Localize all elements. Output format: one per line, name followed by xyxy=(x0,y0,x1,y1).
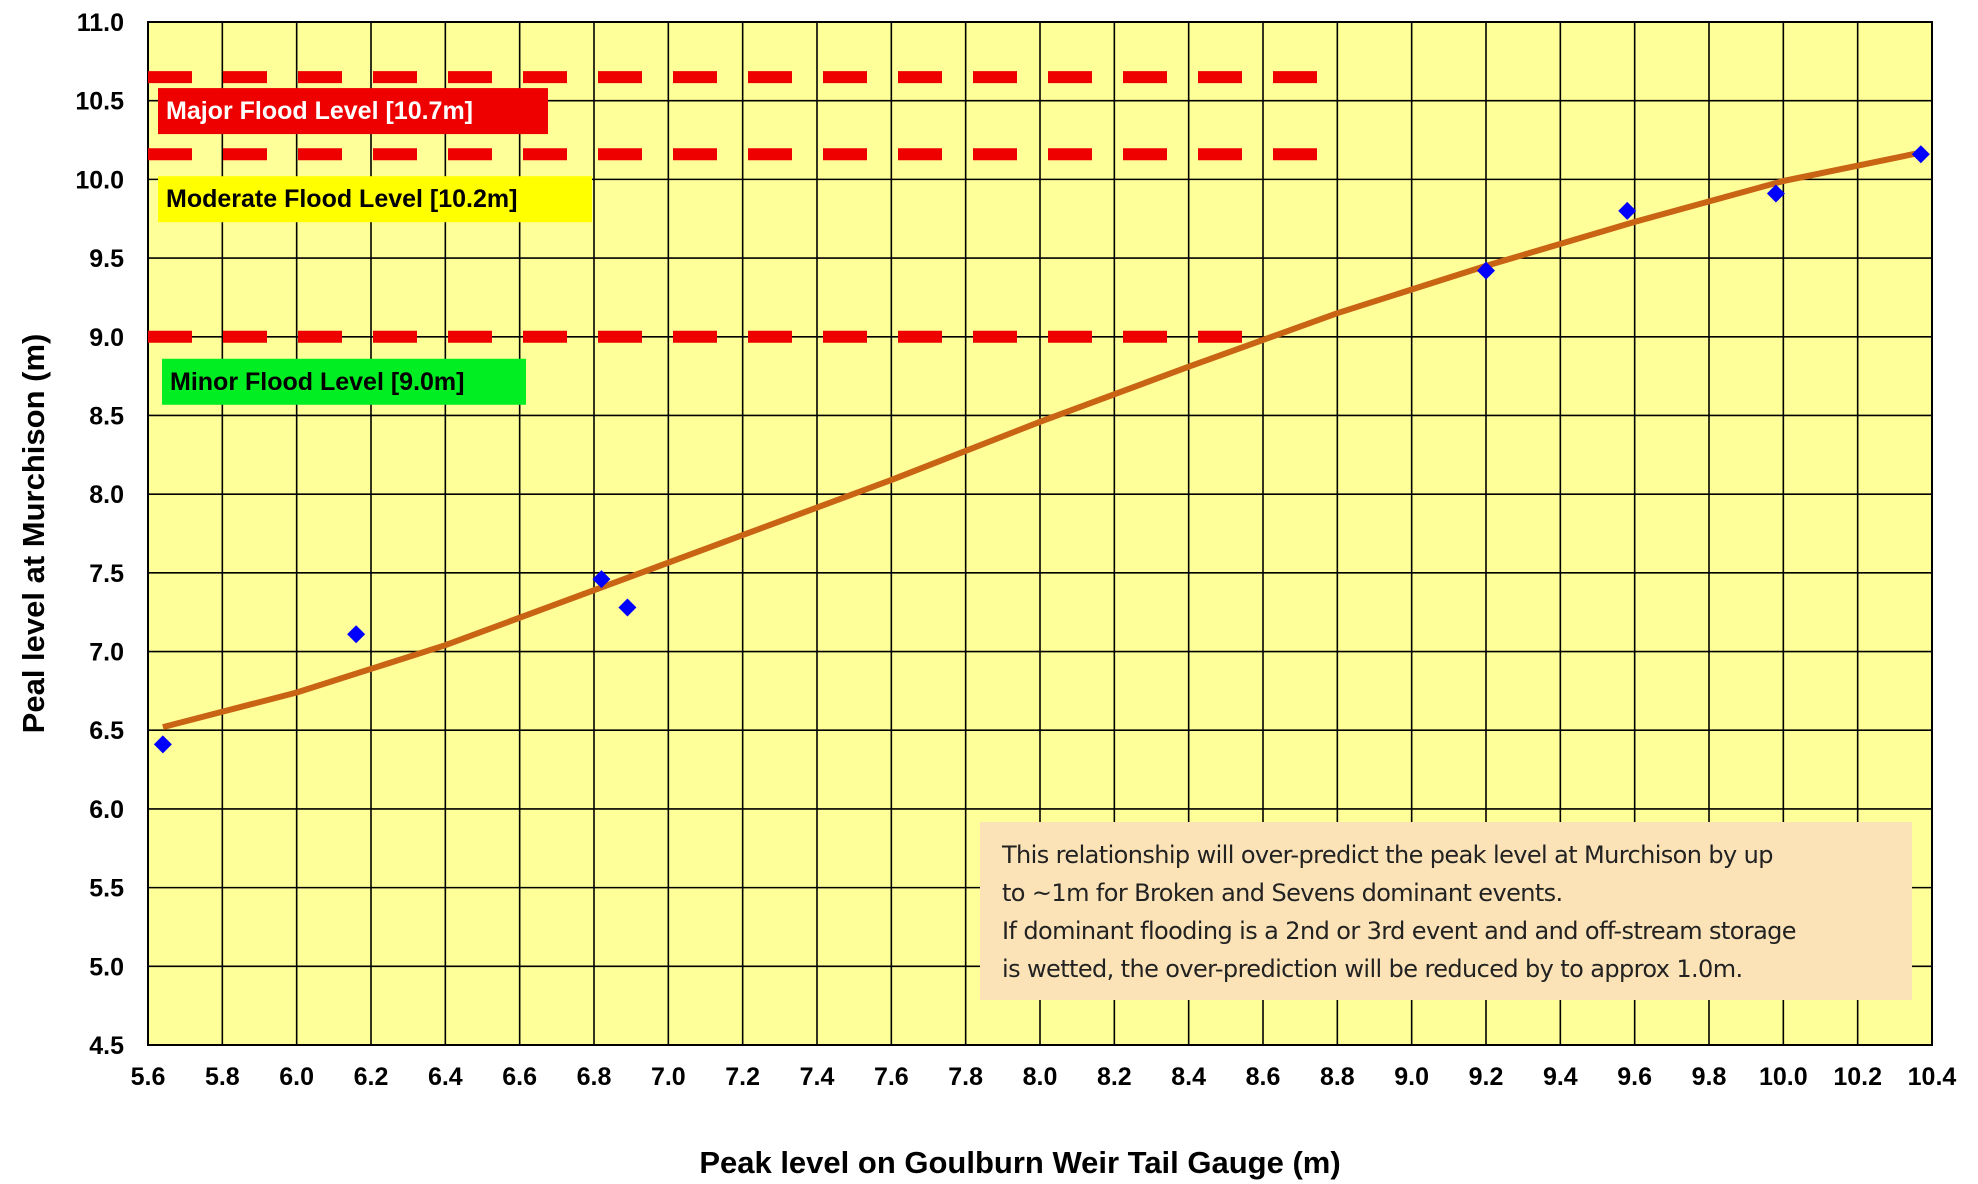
annotation-line: If dominant flooding is a 2nd or 3rd eve… xyxy=(1002,917,1797,945)
x-tick-label: 9.2 xyxy=(1469,1063,1504,1091)
y-tick-label: 8.0 xyxy=(89,481,124,509)
x-tick-label: 5.8 xyxy=(205,1063,240,1091)
x-axis-title: Peak level on Goulburn Weir Tail Gauge (… xyxy=(699,1145,1340,1180)
data-point xyxy=(1618,201,1637,220)
y-tick-label: 7.5 xyxy=(89,560,124,588)
y-tick-label: 9.0 xyxy=(89,324,124,352)
flood-level-label-box xyxy=(162,358,526,405)
data-point xyxy=(1766,184,1785,203)
flood-level-label-box xyxy=(158,88,548,135)
x-tick-label: 8.0 xyxy=(1023,1063,1058,1091)
data-point xyxy=(618,598,637,617)
flood-level-label-box xyxy=(158,176,592,223)
y-tick-label: 5.0 xyxy=(89,953,124,981)
trendline xyxy=(162,149,1922,731)
x-tick-label: 10.4 xyxy=(1908,1063,1957,1091)
flood-level-label: Major Flood Level [10.7m] xyxy=(166,97,473,125)
x-tick-label: 10.0 xyxy=(1759,1063,1808,1091)
x-tick-label: 7.2 xyxy=(725,1063,760,1091)
x-tick-label: 8.2 xyxy=(1097,1063,1132,1091)
flood-level-lines: Major Flood Level [10.7m] Moderate Flood … xyxy=(148,71,1330,405)
annotation-line: to ~1m for Broken and Sevens dominant ev… xyxy=(1002,879,1563,907)
x-tick-labels: 5.6 5.8 6.0 6.2 6.4 6.6 6.8 7.0 7.2 7.4 7.6 7.8 8.0 8… xyxy=(131,1063,1957,1091)
y-tick-label: 10.5 xyxy=(75,88,124,116)
y-tick-label: 4.5 xyxy=(89,1032,124,1060)
data-point xyxy=(1911,145,1930,164)
x-tick-label: 6.6 xyxy=(502,1063,537,1091)
x-tick-label: 5.6 xyxy=(131,1063,166,1091)
x-tick-label: 6.0 xyxy=(279,1063,314,1091)
annotation-note: This relationship will over-predict the … xyxy=(980,822,1912,1000)
x-tick-label: 8.4 xyxy=(1171,1063,1206,1091)
data-point xyxy=(347,625,366,644)
y-tick-label: 6.5 xyxy=(89,717,124,745)
y-tick-label: 9.5 xyxy=(89,245,124,273)
y-tick-label: 10.0 xyxy=(75,166,124,194)
y-tick-labels: 4.5 5.0 5.5 6.0 6.5 7.0 7.5 8.0 8.5 9.0 9.5 10.0 10.… xyxy=(75,9,124,1060)
y-tick-label: 6.0 xyxy=(89,796,124,824)
gridlines xyxy=(147,21,1933,1046)
y-tick-label: 11.0 xyxy=(77,9,124,37)
data-point xyxy=(153,735,172,754)
x-tick-label: 10.2 xyxy=(1833,1063,1882,1091)
trendline-group xyxy=(162,149,1922,731)
y-axis-title: Peal level at Murchison (m) xyxy=(16,334,51,734)
y-tick-label: 5.5 xyxy=(89,875,124,903)
data-point xyxy=(1477,261,1495,280)
x-tick-label: 6.2 xyxy=(354,1063,389,1091)
x-tick-label: 8.8 xyxy=(1320,1063,1355,1091)
annotation-line: is wetted, the over-prediction will be r… xyxy=(1002,955,1743,983)
x-tick-label: 7.6 xyxy=(874,1063,909,1091)
flood-level-label: Minor Flood Level [9.0m] xyxy=(170,368,464,396)
x-tick-label: 7.0 xyxy=(651,1063,686,1091)
annotation-line: This relationship will over-predict the … xyxy=(1002,841,1774,869)
x-tick-label: 6.4 xyxy=(428,1063,463,1091)
x-tick-label: 9.6 xyxy=(1617,1063,1652,1091)
data-point xyxy=(592,570,611,589)
x-tick-label: 6.8 xyxy=(577,1063,612,1091)
y-tick-label: 8.5 xyxy=(89,402,124,430)
flood-level-label: Moderate Flood Level [10.2m] xyxy=(166,185,517,213)
x-tick-label: 9.4 xyxy=(1543,1063,1578,1091)
x-tick-label: 9.8 xyxy=(1692,1063,1727,1091)
data-points xyxy=(153,145,1930,754)
x-tick-label: 7.4 xyxy=(800,1063,835,1091)
x-tick-label: 8.6 xyxy=(1246,1063,1281,1091)
x-tick-label: 7.8 xyxy=(948,1063,983,1091)
x-tick-label: 9.0 xyxy=(1394,1063,1429,1091)
y-tick-label: 7.0 xyxy=(89,639,124,667)
